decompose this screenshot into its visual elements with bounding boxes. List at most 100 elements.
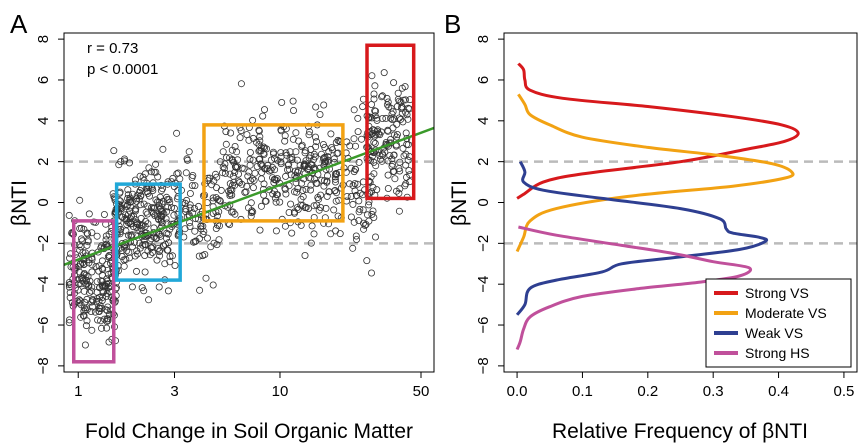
scatter-point [292, 129, 300, 137]
scatter-point [145, 296, 153, 304]
scatter-point [88, 229, 96, 237]
scatter-point [388, 110, 396, 118]
scatter-point [228, 186, 236, 194]
scatter-point [324, 153, 332, 161]
scatter-point [382, 114, 390, 122]
scatter-point [395, 97, 403, 105]
scatter-point [192, 237, 200, 245]
scatter-point [144, 189, 152, 197]
scatter-point [103, 289, 111, 297]
scatter-point [76, 196, 84, 204]
scatter-point [126, 215, 134, 223]
scatter-point [331, 170, 339, 178]
scatter-point [296, 161, 304, 169]
scatter-point [371, 233, 379, 241]
scatter-point [277, 158, 285, 166]
scatter-point [100, 210, 108, 218]
y-tick-label: −6 [475, 316, 492, 333]
scatter-point [355, 158, 363, 166]
scatter-point [306, 186, 314, 194]
scatter-point [320, 177, 328, 185]
scatter-point [257, 160, 265, 168]
scatter-point [230, 158, 238, 166]
scatter-point [141, 222, 149, 230]
scatter-point [166, 198, 174, 206]
scatter-point [355, 208, 363, 216]
scatter-point [133, 250, 141, 258]
scatter-point [316, 111, 324, 119]
y-tick-label: 8 [35, 35, 52, 43]
scatter-point [331, 186, 339, 194]
scatter-point [125, 210, 133, 218]
scatter-point [269, 148, 277, 156]
scatter-point [194, 202, 202, 210]
scatter-point [256, 226, 264, 234]
y-tick-label: 8 [475, 35, 492, 43]
scatter-point [384, 184, 392, 192]
scatter-point [232, 164, 240, 172]
scatter-point [152, 160, 160, 168]
scatter-point [352, 192, 360, 200]
scatter-point [95, 307, 103, 315]
scatter-point [231, 142, 239, 150]
scatter-point [147, 204, 155, 212]
scatter-point [80, 287, 88, 295]
scatter-point [123, 215, 131, 223]
highlight-box-3 [365, 43, 416, 201]
scatter-point [115, 161, 123, 169]
scatter-point [304, 162, 312, 170]
scatter-point [288, 229, 296, 237]
x-tick-label: 50 [413, 383, 430, 400]
scatter-point [215, 236, 223, 244]
legend-label: Weak VS [745, 325, 803, 341]
scatter-point [393, 120, 401, 128]
scatter-point [124, 191, 132, 199]
scatter-point [392, 187, 400, 195]
scatter-point [243, 182, 251, 190]
scatter-point [368, 210, 376, 218]
scatter-point [295, 137, 303, 145]
scatter-point [98, 271, 106, 279]
scatter-point [146, 251, 154, 259]
scatter-point [75, 299, 83, 307]
scatter-point [188, 173, 196, 181]
scatter-point [170, 211, 178, 219]
scatter-point [332, 138, 340, 146]
scatter-point [278, 99, 286, 107]
scatter-point [394, 95, 402, 103]
scatter-point [140, 200, 148, 208]
scatter-point [263, 165, 271, 173]
scatter-point [378, 93, 386, 101]
scatter-point [284, 161, 292, 169]
scatter-point [350, 218, 358, 226]
scatter-point [289, 135, 297, 143]
scatter-point [351, 142, 359, 150]
scatter-point [334, 136, 342, 144]
scatter-point [80, 261, 88, 269]
scatter-point [141, 251, 149, 259]
scatter-point [77, 235, 85, 243]
scatter-point [269, 174, 277, 182]
scatter-point [237, 80, 245, 88]
scatter-point [289, 97, 297, 105]
scatter-point [354, 114, 362, 122]
scatter-point [209, 281, 217, 289]
scatter-point [370, 138, 378, 146]
scatter-point [164, 230, 172, 238]
scatter-point [127, 220, 135, 228]
scatter-point [138, 284, 146, 292]
scatter-point [288, 155, 296, 163]
scatter-point [103, 260, 111, 268]
y-tick-label: 6 [35, 76, 52, 84]
scatter-point [294, 185, 302, 193]
scatter-point [256, 146, 264, 154]
scatter-point [268, 163, 276, 171]
scatter-point [183, 156, 191, 164]
scatter-point [277, 127, 285, 135]
legend-label: Strong VS [745, 285, 809, 301]
scatter-point [231, 168, 239, 176]
scatter-point [389, 160, 397, 168]
scatter-point [390, 79, 398, 87]
scatter-point [227, 129, 235, 137]
scatter-point [350, 106, 358, 114]
